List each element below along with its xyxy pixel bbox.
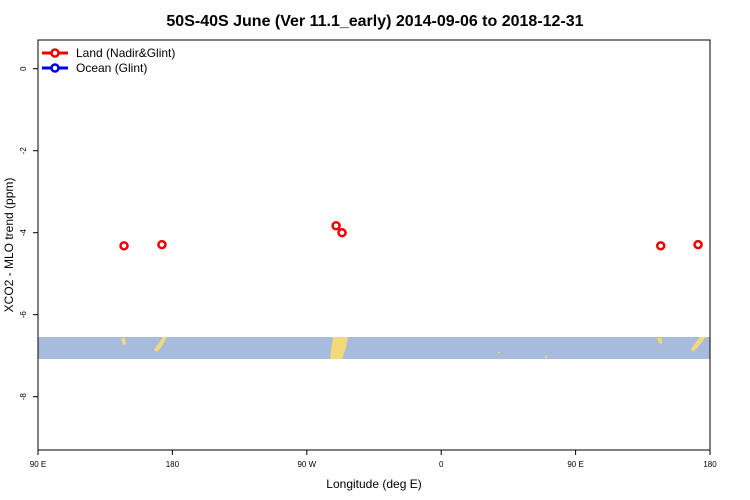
- x-tick-label: 90 W: [297, 460, 316, 469]
- point: [119, 241, 129, 251]
- y-tick-label: 0: [19, 66, 28, 71]
- point: [693, 239, 703, 250]
- legend-marker: [50, 63, 60, 73]
- chart-title: 50S-40S June (Ver 11.1_early) 2014-09-06…: [166, 13, 583, 30]
- legend-label: Land (Nadir&Glint): [76, 46, 175, 60]
- y-tick-label: -2: [19, 147, 28, 155]
- x-axis-label: Longitude (deg E): [326, 477, 421, 491]
- x-tick-label: 90 E: [567, 460, 583, 469]
- map-band: [38, 337, 710, 359]
- y-tick-label: -8: [19, 393, 28, 401]
- point: [337, 227, 347, 238]
- x-tick-label: 180: [703, 460, 717, 469]
- y-tick-label: -6: [19, 311, 28, 319]
- point: [331, 220, 341, 231]
- point: [655, 241, 666, 251]
- ocean-band: [38, 337, 710, 359]
- legend-marker: [50, 48, 60, 58]
- legend-label: Ocean (Glint): [76, 61, 147, 75]
- point: [157, 239, 167, 250]
- x-tick-label: 90 E: [30, 460, 46, 469]
- x-tick-label: 0: [439, 460, 444, 469]
- x-tick-label: 180: [166, 460, 180, 469]
- land-shapes: [121, 337, 706, 359]
- y-axis-label: XCO2 - MLO trend (ppm): [2, 178, 16, 313]
- plot-frame: [37, 39, 711, 451]
- y-tick-label: -4: [19, 229, 28, 237]
